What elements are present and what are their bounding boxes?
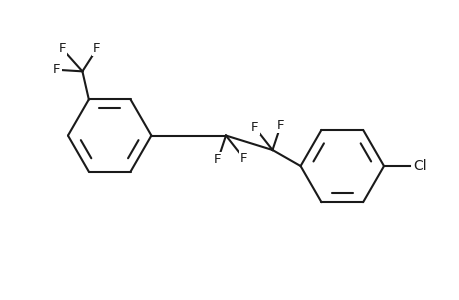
Text: F: F bbox=[214, 153, 221, 166]
Text: Cl: Cl bbox=[413, 159, 426, 173]
Text: F: F bbox=[53, 63, 60, 76]
Text: F: F bbox=[276, 119, 284, 132]
Text: F: F bbox=[251, 121, 258, 134]
Text: F: F bbox=[239, 152, 247, 164]
Text: F: F bbox=[58, 42, 66, 56]
Text: F: F bbox=[93, 42, 101, 56]
